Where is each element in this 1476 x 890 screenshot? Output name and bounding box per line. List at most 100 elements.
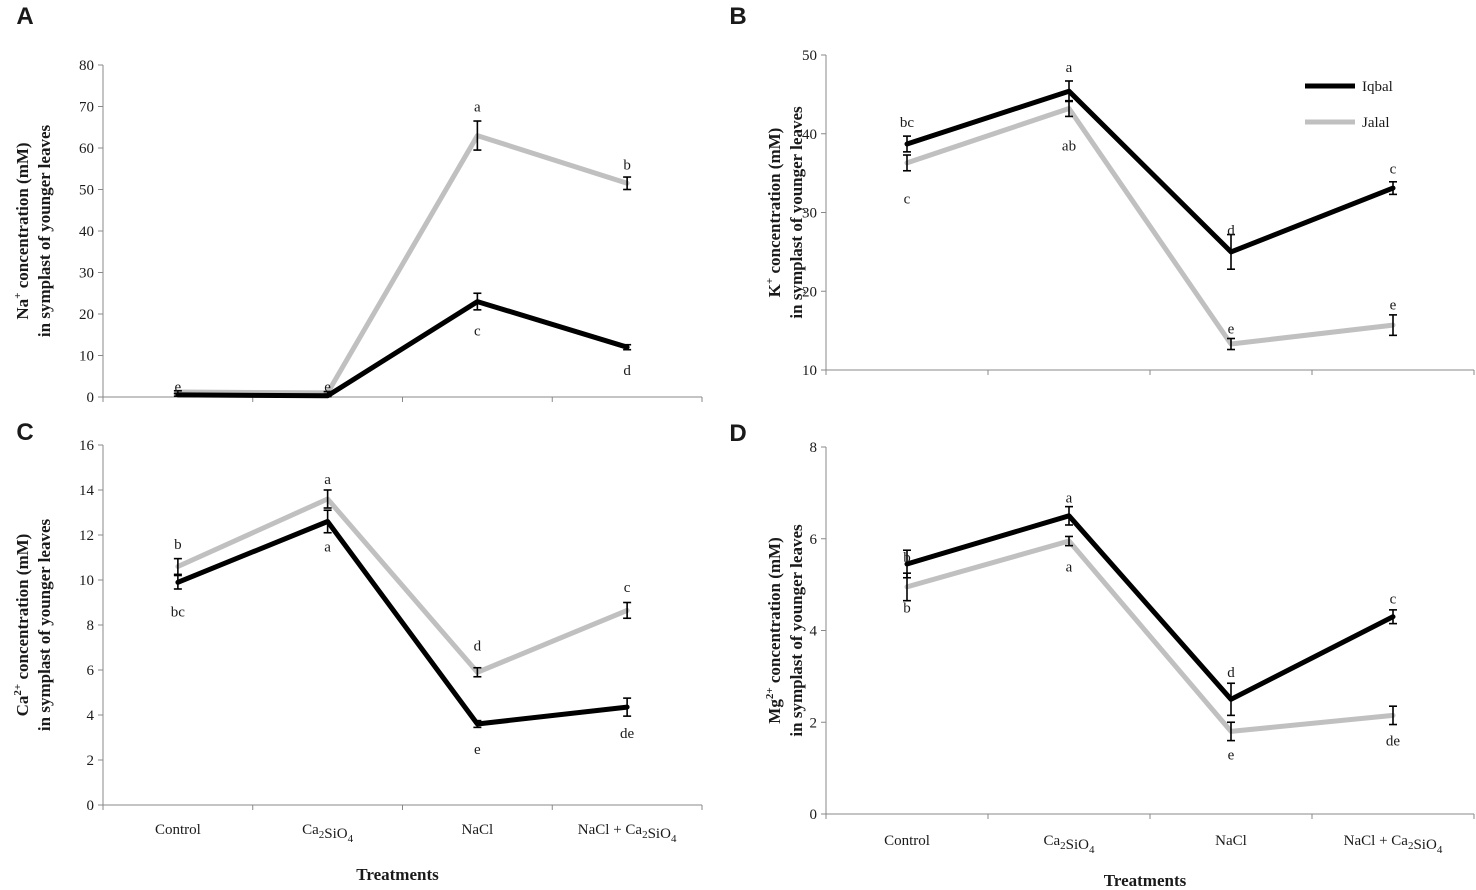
series-line-iqbal	[904, 88, 1396, 255]
error-bar-jalal	[1389, 705, 1397, 726]
chart-panel-c: C 0 2 4 6 8 10 12 14 16 Control Ca2SiO4 NaCl NaCl + C…	[12, 419, 703, 884]
y-tick-label: 16	[79, 438, 95, 454]
y-axis-label: Mg2+ concentration (mM)	[764, 537, 784, 723]
significance-label: a	[324, 472, 331, 488]
significance-label: c	[474, 324, 481, 340]
error-bar-iqbal	[1389, 609, 1397, 625]
significance-label: e	[1390, 298, 1397, 314]
significance-label: bc	[171, 605, 186, 621]
y-tick-label: 30	[802, 206, 817, 222]
category-label: Control	[155, 822, 201, 838]
error-bar-jalal	[1065, 535, 1073, 547]
error-bar-jalal	[1389, 314, 1397, 337]
panel-letter: A	[16, 3, 33, 30]
y-tick-label: 10	[79, 573, 94, 589]
y-tick-label: 8	[87, 618, 95, 634]
error-bar-jalal	[473, 120, 482, 151]
error-bar-iqbal	[903, 549, 911, 579]
y-tick-label: 0	[810, 807, 818, 823]
category-label: Control	[884, 833, 930, 849]
error-bar-iqbal	[323, 394, 332, 398]
y-axis-label: Ca2+ concentration (mM)	[12, 534, 32, 717]
y-axis-label: K+ concentration (mM)	[764, 128, 784, 298]
significance-label: b	[623, 158, 631, 174]
error-bar-jalal	[623, 176, 632, 191]
significance-label: bc	[900, 115, 915, 131]
significance-label: c	[904, 191, 911, 207]
error-bar-jalal	[173, 557, 182, 576]
significance-label: e	[1228, 321, 1235, 337]
y-tick-label: 14	[79, 483, 95, 499]
significance-label: e	[324, 380, 331, 396]
error-bar-jalal	[323, 489, 332, 509]
significance-label: c	[1390, 161, 1397, 177]
y-tick-label: 50	[79, 183, 94, 199]
significance-label: a	[324, 539, 331, 555]
y-tick-label: 70	[79, 100, 94, 116]
error-bar-iqbal	[1389, 180, 1397, 196]
y-axis-label: Na+ concentration (mM)	[12, 142, 32, 319]
error-bar-jalal	[623, 601, 632, 620]
error-bar-iqbal	[173, 574, 182, 590]
error-bar-jalal	[473, 666, 482, 678]
significance-label: a	[1066, 559, 1073, 575]
y-tick-label: 50	[802, 48, 817, 64]
error-bar-iqbal	[323, 509, 332, 534]
significance-label: de	[1386, 734, 1401, 750]
category-label: NaCl + Ca2SiO4	[1344, 833, 1443, 856]
y-tick-label: 40	[802, 127, 817, 143]
series-line-iqbal	[175, 519, 630, 727]
category-label: NaCl + Ca2SiO4	[578, 822, 677, 845]
significance-label: ab	[1062, 139, 1076, 155]
chart-panel-a: A 0 10 20 30 40 50 60 70 80 Na+ concentration (mM)…	[12, 3, 703, 406]
significance-label: d	[474, 638, 482, 654]
series-line-jalal	[904, 538, 1396, 734]
category-label: NaCl	[1215, 833, 1247, 849]
significance-label: a	[1066, 490, 1073, 506]
y-tick-label: 2	[810, 715, 818, 731]
y-tick-label: 30	[79, 266, 94, 282]
y-tick-label: 60	[79, 141, 94, 157]
x-axis-label: Treatments	[356, 865, 439, 884]
panel-letter: D	[729, 420, 746, 447]
y-axis-label-line2: in symplast of younger leaves	[787, 106, 806, 319]
y-axis-label-line2: in symplast of younger leaves	[35, 519, 54, 732]
panel-letter: B	[729, 3, 746, 30]
y-tick-label: 0	[87, 390, 95, 406]
y-axis-label-line2: in symplast of younger leaves	[35, 125, 54, 338]
significance-label: de	[620, 726, 635, 742]
y-tick-label: 20	[802, 284, 817, 300]
significance-label: a	[1066, 60, 1073, 76]
significance-label: c	[624, 580, 631, 596]
y-tick-label: 10	[802, 363, 817, 379]
significance-label: e	[175, 380, 182, 396]
y-tick-label: 0	[87, 798, 95, 814]
significance-label: b	[903, 601, 911, 617]
chart-panel-d: D 0 2 4 6 8 Control Ca2SiO4 NaCl NaCl + Ca2SiO4 Mg…	[729, 420, 1475, 890]
y-tick-label: 6	[810, 532, 818, 548]
error-bar-iqbal	[1227, 682, 1235, 717]
significance-label: c	[1390, 591, 1397, 607]
error-bar-iqbal	[173, 392, 182, 397]
y-tick-label: 20	[79, 307, 94, 323]
panel-letter: C	[16, 419, 33, 446]
y-tick-label: 12	[79, 528, 94, 544]
x-axis-label: Treatments	[1104, 871, 1187, 890]
error-bar-jalal	[1227, 337, 1235, 351]
y-tick-label: 80	[79, 58, 94, 74]
y-axis-label-line2: in symplast of younger leaves	[787, 524, 806, 737]
chart-panel-b: B 10 20 30 40 50 K+ concentration (mM) in sympl…	[729, 3, 1475, 379]
y-tick-label: 2	[87, 753, 95, 769]
significance-label: e	[474, 742, 481, 758]
y-tick-label: 10	[79, 349, 94, 365]
series-line-jalal	[175, 496, 630, 675]
significance-label: d	[623, 363, 631, 379]
y-tick-label: 4	[810, 624, 818, 640]
legend-label-iqbal: Iqbal	[1362, 79, 1393, 95]
significance-label: b	[174, 537, 182, 553]
error-bar-jalal	[903, 154, 911, 172]
y-tick-label: 6	[87, 663, 95, 679]
y-tick-label: 40	[79, 224, 94, 240]
series-line-jalal	[175, 133, 630, 396]
